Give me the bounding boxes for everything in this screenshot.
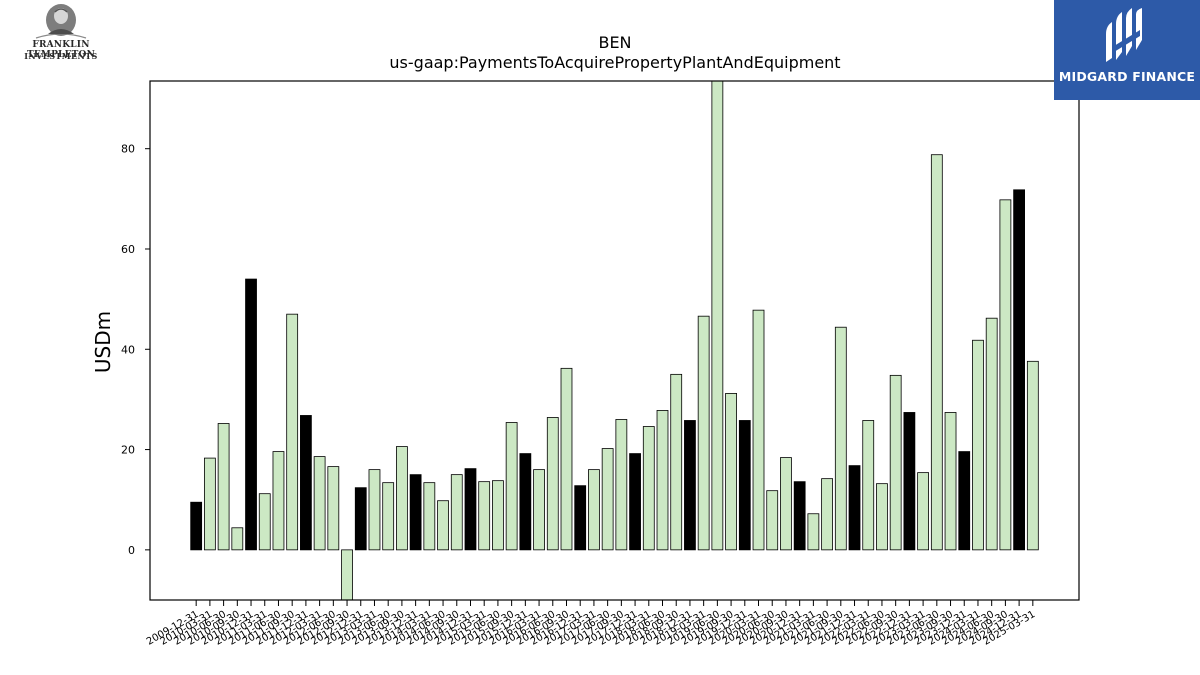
franklin-logo-line1: FRANKLIN TEMPLETON (26, 40, 96, 60)
bar (889, 374, 902, 551)
bar (752, 309, 765, 551)
bar (917, 472, 929, 551)
bar (423, 482, 436, 551)
bar (258, 493, 271, 551)
bar (588, 469, 600, 551)
bar (958, 451, 971, 551)
midgard-finance-logo: MIDGARD FINANCE (1054, 0, 1200, 100)
chart-title: BEN (598, 33, 631, 52)
bar (286, 313, 299, 551)
bar (725, 392, 737, 551)
bar (711, 81, 724, 551)
bar (848, 465, 861, 551)
bar (766, 490, 779, 551)
bar (999, 199, 1012, 551)
bar (533, 469, 545, 551)
bar (697, 315, 710, 551)
y-axis-label: USDm (91, 311, 115, 373)
bar-group (190, 81, 1039, 600)
bar (1026, 360, 1039, 551)
portrait-seal-icon (35, 4, 87, 39)
bar (560, 367, 573, 551)
bar (396, 446, 408, 551)
bar (272, 451, 285, 551)
bar (313, 456, 326, 551)
chart-subtitle: us-gaap:PaymentsToAcquirePropertyPlantAn… (389, 53, 840, 72)
bar (519, 453, 532, 551)
bar (368, 469, 381, 551)
bar (793, 481, 806, 551)
y-tick-label: 0 (128, 544, 135, 557)
bar (245, 278, 257, 551)
franklin-logo-line2: INVESTMENTS (24, 51, 98, 61)
bar (629, 453, 641, 551)
bar (1013, 189, 1026, 551)
bar (615, 419, 628, 551)
bar (464, 468, 477, 551)
bar (409, 474, 422, 551)
plot-area: 0204060802009-12-312010-03-312010-06-302… (121, 80, 1080, 648)
bar (217, 423, 230, 551)
bar (546, 417, 559, 551)
bar (807, 513, 820, 551)
bar (450, 474, 463, 551)
bar (231, 527, 244, 551)
bar (642, 426, 655, 551)
bar (656, 410, 669, 551)
bar (670, 373, 683, 551)
bar (300, 415, 312, 551)
axes-frame (149, 80, 1080, 601)
y-tick-label: 40 (121, 343, 135, 356)
bar (190, 501, 203, 551)
bar (985, 317, 998, 551)
bar (862, 420, 875, 551)
bar (903, 412, 916, 551)
midgard-brand-text: MIDGARD FINANCE (1058, 69, 1196, 84)
bar (203, 457, 216, 551)
midgard-monogram-icon (1106, 8, 1142, 62)
bar (876, 483, 888, 551)
bar (505, 422, 518, 551)
bar (601, 448, 614, 551)
bar (780, 457, 792, 551)
bar (972, 339, 984, 551)
bar (327, 466, 340, 551)
bar (382, 482, 395, 551)
y-tick-label: 80 (121, 143, 135, 156)
bar (492, 480, 504, 551)
bar (684, 420, 696, 551)
bar (478, 481, 491, 551)
y-tick-label: 20 (121, 444, 135, 457)
bar (834, 326, 847, 551)
bar (574, 485, 587, 551)
bar (341, 549, 353, 600)
bar (738, 420, 751, 551)
bar (930, 154, 943, 551)
bar (437, 500, 449, 551)
y-tick-label: 60 (121, 243, 135, 256)
bar (821, 478, 833, 551)
bar (944, 412, 957, 551)
bar (354, 487, 367, 551)
franklin-templeton-logo: FRANKLIN TEMPLETON INVESTMENTS (0, 0, 122, 70)
